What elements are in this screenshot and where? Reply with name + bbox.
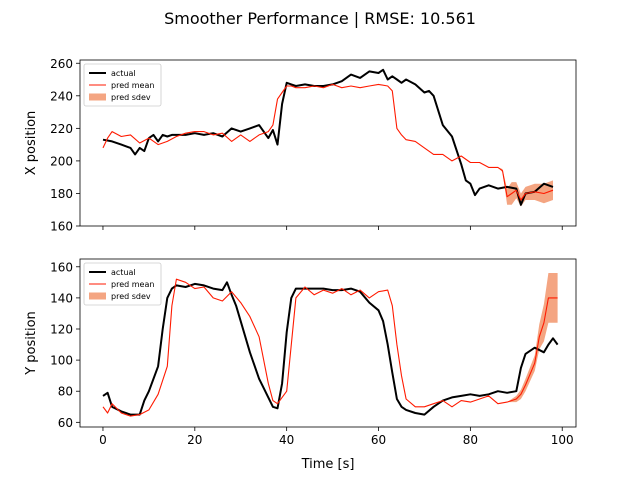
y-position-x-tick-label: 20 xyxy=(187,433,202,447)
y-position-legend: actual pred mean pred sdev xyxy=(83,262,162,306)
y-position-y-tick-label: 80 xyxy=(58,385,73,399)
y-position-x-tick-label: 100 xyxy=(551,433,574,447)
y-position-axis-label: Y position xyxy=(24,311,39,376)
y-position-plot-area xyxy=(102,273,559,417)
x-position-y-tick-label: 220 xyxy=(50,122,73,136)
y-position-y-tick-label: 160 xyxy=(50,260,73,274)
x-position-plot-area xyxy=(102,68,554,207)
x-position-actual-line xyxy=(102,68,554,206)
x-position-axis-label: X position xyxy=(24,111,39,176)
x-position-legend-pred-sdev-swatch xyxy=(89,93,106,101)
x-position-legend-pred-sdev-label: pred sdev xyxy=(111,93,151,102)
x-position-y-tick-label: 160 xyxy=(50,220,73,234)
y-position-panel: 60 80 100 120 140 160 0 20 40 60 80 100 actual pred m… xyxy=(50,258,577,447)
y-position-y-tick-label: 140 xyxy=(50,291,73,305)
x-position-legend: actual pred mean pred sdev xyxy=(83,63,162,107)
y-position-legend-pred-sdev-label: pred sdev xyxy=(111,292,151,301)
y-position-x-tick-label: 80 xyxy=(463,433,478,447)
y-position-pred-sdev-band xyxy=(103,273,558,417)
x-position-y-tick-label: 180 xyxy=(50,187,73,201)
y-position-x-tick-label: 40 xyxy=(279,433,294,447)
x-position-legend-actual-label: actual xyxy=(111,69,136,78)
x-position-axes-frame xyxy=(79,59,577,227)
y-position-axes-frame xyxy=(79,258,577,428)
x-position-pred-mean-line xyxy=(102,83,554,201)
y-position-x-tick-label: 60 xyxy=(371,433,386,447)
y-position-y-tick-label: 120 xyxy=(50,323,73,337)
y-position-pred-mean-line xyxy=(102,278,558,417)
y-position-actual-line xyxy=(102,281,559,416)
chart-title: Smoother Performance | RMSE: 10.561 xyxy=(164,9,476,28)
y-position-y-tick-label: 100 xyxy=(50,354,73,368)
y-position-x-tick-label: 0 xyxy=(99,433,107,447)
y-position-legend-pred-sdev-swatch xyxy=(89,292,106,300)
x-position-panel: 160 180 200 220 240 260 actual pred mean pred sd… xyxy=(50,57,577,234)
x-position-legend-pred-mean-label: pred mean xyxy=(111,81,154,90)
x-position-pred-sdev-band xyxy=(103,84,553,207)
x-position-y-tick-label: 240 xyxy=(50,89,73,103)
y-position-y-tick-label: 60 xyxy=(58,416,73,430)
x-position-y-tick-label: 260 xyxy=(50,57,73,71)
x-position-y-tick-label: 200 xyxy=(50,154,73,168)
y-position-legend-actual-label: actual xyxy=(111,268,136,277)
y-position-legend-pred-mean-label: pred mean xyxy=(111,280,154,289)
time-axis-label: Time [s] xyxy=(301,457,355,472)
